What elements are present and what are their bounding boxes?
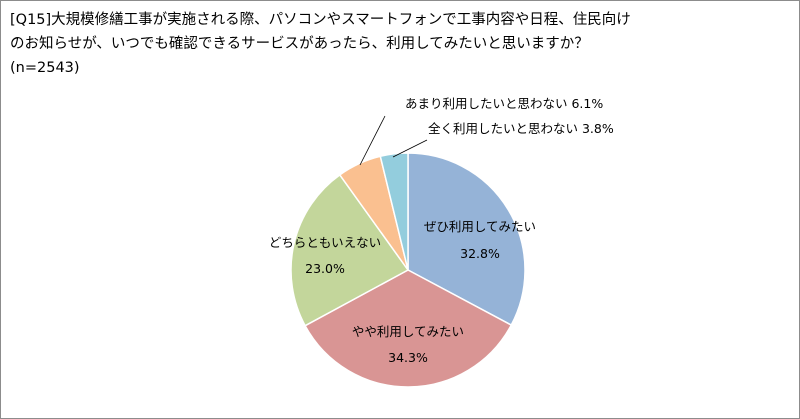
slice-outside-label: 全く利用したいと思わない 3.8% xyxy=(428,121,614,136)
pie-slice-2 xyxy=(304,269,513,388)
slice-category-label: ぜひ利用してみたい xyxy=(424,219,536,234)
leader-line xyxy=(359,115,386,166)
pie-slice-1 xyxy=(407,152,526,327)
slice-value-label: 23.0% xyxy=(305,261,345,276)
leader-line xyxy=(392,139,428,158)
slice-outside-label: あまり利用したいと思わない 6.1% xyxy=(405,96,603,111)
pie-labels: ぜひ利用してみたい 32.8% やや利用してみたい 34.3% どちらともいえない 23.… xyxy=(269,96,614,365)
slice-value-label: 32.8% xyxy=(460,246,500,261)
pie-slice-3 xyxy=(290,173,410,327)
chart-title: [Q15]大規模修繕工事が実施される際、パソコンやスマートフォンで工事内容や日程… xyxy=(10,8,631,80)
sample-size-label: (n=2543) xyxy=(10,60,80,76)
pie-slice-5 xyxy=(379,152,409,271)
pie-slices xyxy=(290,152,526,388)
title-line-2: のお知らせが、いつでも確認できるサービスがあったら、利用してみたいと思いますか？ xyxy=(10,36,589,52)
slice-value-label: 34.3% xyxy=(388,350,428,365)
slice-category-label: やや利用してみたい xyxy=(352,324,464,339)
slice-category-label: どちらともいえない xyxy=(269,235,381,250)
title-line-1: [Q15]大規模修繕工事が実施される際、パソコンやスマートフォンで工事内容や日程… xyxy=(10,12,631,28)
